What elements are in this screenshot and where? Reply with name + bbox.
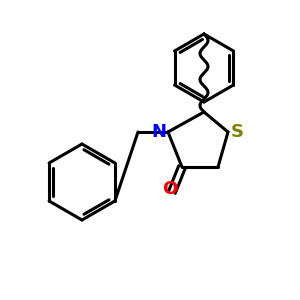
Text: S: S [230, 123, 244, 141]
Text: O: O [162, 180, 178, 198]
Text: N: N [152, 123, 166, 141]
